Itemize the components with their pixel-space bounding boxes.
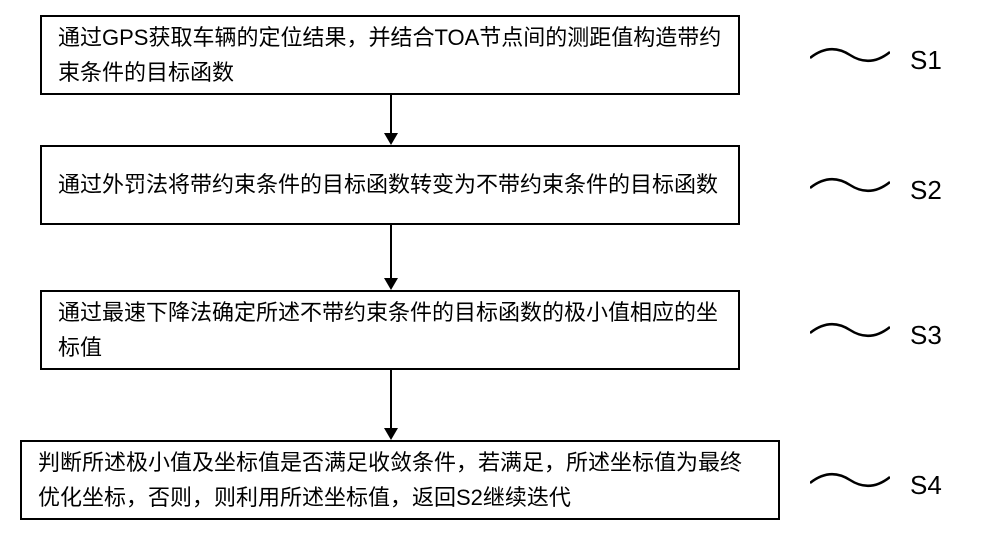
arrow-s2-s3-line: [390, 225, 392, 280]
step-label-s1: S1: [910, 45, 942, 76]
step-s4-text: 判断所述极小值及坐标值是否满足收敛条件，若满足，所述坐标值为最终优化坐标，否则，…: [38, 445, 762, 515]
step-label-s4: S4: [910, 470, 942, 501]
step-s1-text: 通过GPS获取车辆的定位结果，并结合TOA节点间的测距值构造带约束条件的目标函数: [58, 20, 722, 90]
arrow-s1-s2-line: [390, 95, 392, 135]
step-s3-text: 通过最速下降法确定所述不带约束条件的目标函数的极小值相应的坐标值: [58, 295, 722, 365]
arrow-s2-s3-head: [384, 278, 398, 290]
flowchart-step-s4: 判断所述极小值及坐标值是否满足收敛条件，若满足，所述坐标值为最终优化坐标，否则，…: [20, 440, 780, 520]
arrow-s3-s4-head: [384, 428, 398, 440]
flowchart-step-s2: 通过外罚法将带约束条件的目标函数转变为不带约束条件的目标函数: [40, 145, 740, 225]
step-label-s2: S2: [910, 175, 942, 206]
connector-tilde-s3: [810, 315, 890, 345]
connector-tilde-s4: [810, 465, 890, 495]
connector-tilde-s2: [810, 170, 890, 200]
step-label-s3: S3: [910, 320, 942, 351]
flowchart-step-s1: 通过GPS获取车辆的定位结果，并结合TOA节点间的测距值构造带约束条件的目标函数: [40, 15, 740, 95]
step-s2-text: 通过外罚法将带约束条件的目标函数转变为不带约束条件的目标函数: [58, 167, 718, 202]
arrow-s1-s2-head: [384, 133, 398, 145]
arrow-s3-s4-line: [390, 370, 392, 430]
connector-tilde-s1: [810, 40, 890, 70]
flowchart-step-s3: 通过最速下降法确定所述不带约束条件的目标函数的极小值相应的坐标值: [40, 290, 740, 370]
